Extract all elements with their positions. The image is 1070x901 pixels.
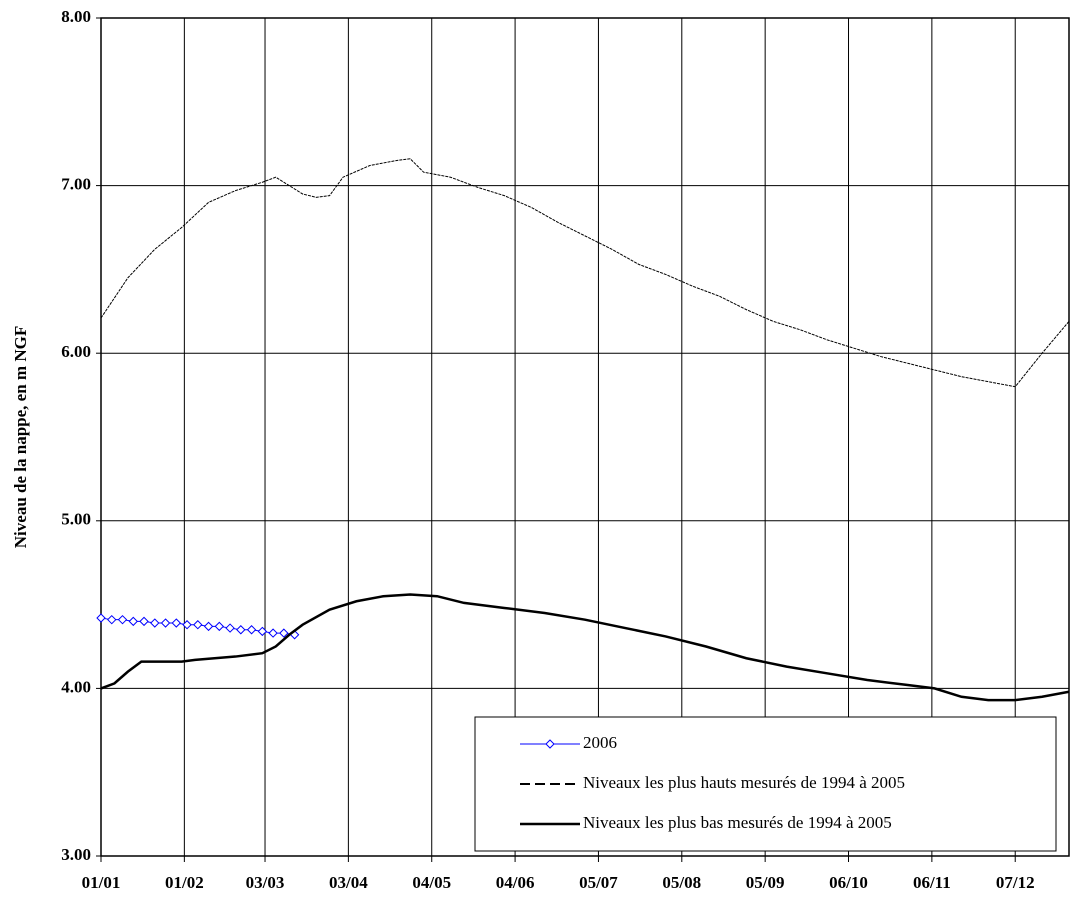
data-point [96, 613, 106, 623]
legend-label: Niveaux les plus hauts mesurés de 1994 à… [583, 773, 905, 792]
x-tick-label: 05/07 [579, 873, 618, 892]
data-point [107, 614, 117, 625]
data-point [257, 626, 268, 637]
series-line [100, 593, 1070, 702]
x-tick-label: 01/01 [82, 873, 121, 892]
data-point [279, 628, 289, 638]
data-point [160, 618, 171, 628]
data-point [246, 625, 257, 635]
data-point [225, 623, 235, 633]
y-axis-label: Niveau de la nappe, en m NGF [11, 326, 30, 548]
y-tick-label: 8.00 [61, 7, 91, 26]
data-point [268, 628, 278, 638]
x-tick-label: 07/12 [996, 873, 1035, 892]
data-point [182, 620, 192, 630]
y-tick-label: 6.00 [61, 342, 91, 361]
x-tick-label: 03/04 [329, 873, 368, 892]
series-line [100, 158, 1070, 388]
legend-label: 2006 [583, 733, 617, 752]
legend: 2006 Niveaux les plus hauts mesurés de 19… [474, 716, 1057, 852]
data-point [193, 620, 203, 630]
y-tick-label: 3.00 [61, 845, 91, 864]
data-point [214, 621, 225, 632]
data-point [128, 616, 138, 627]
legend-marker [545, 739, 555, 749]
data-point [150, 618, 160, 628]
data-point [203, 621, 214, 632]
x-tick-label: 01/02 [165, 873, 204, 892]
data-point [139, 616, 149, 627]
data-point [117, 614, 128, 625]
y-tick-label: 7.00 [61, 175, 91, 194]
legend-label: Niveaux les plus bas mesurés de 1994 à 2… [583, 813, 892, 832]
x-tick-label: 04/06 [496, 873, 535, 892]
x-tick-label: 05/09 [746, 873, 785, 892]
y-tick-label: 4.00 [61, 677, 91, 696]
y-tick-label: 5.00 [61, 510, 91, 529]
x-tick-label: 04/05 [412, 873, 451, 892]
x-tick-label: 06/11 [913, 873, 951, 892]
plot-border [100, 17, 1070, 857]
x-tick-label: 05/08 [662, 873, 701, 892]
x-tick-label: 03/03 [246, 873, 285, 892]
data-point [171, 618, 181, 628]
data-point [236, 625, 246, 635]
x-tick-label: 06/10 [829, 873, 868, 892]
